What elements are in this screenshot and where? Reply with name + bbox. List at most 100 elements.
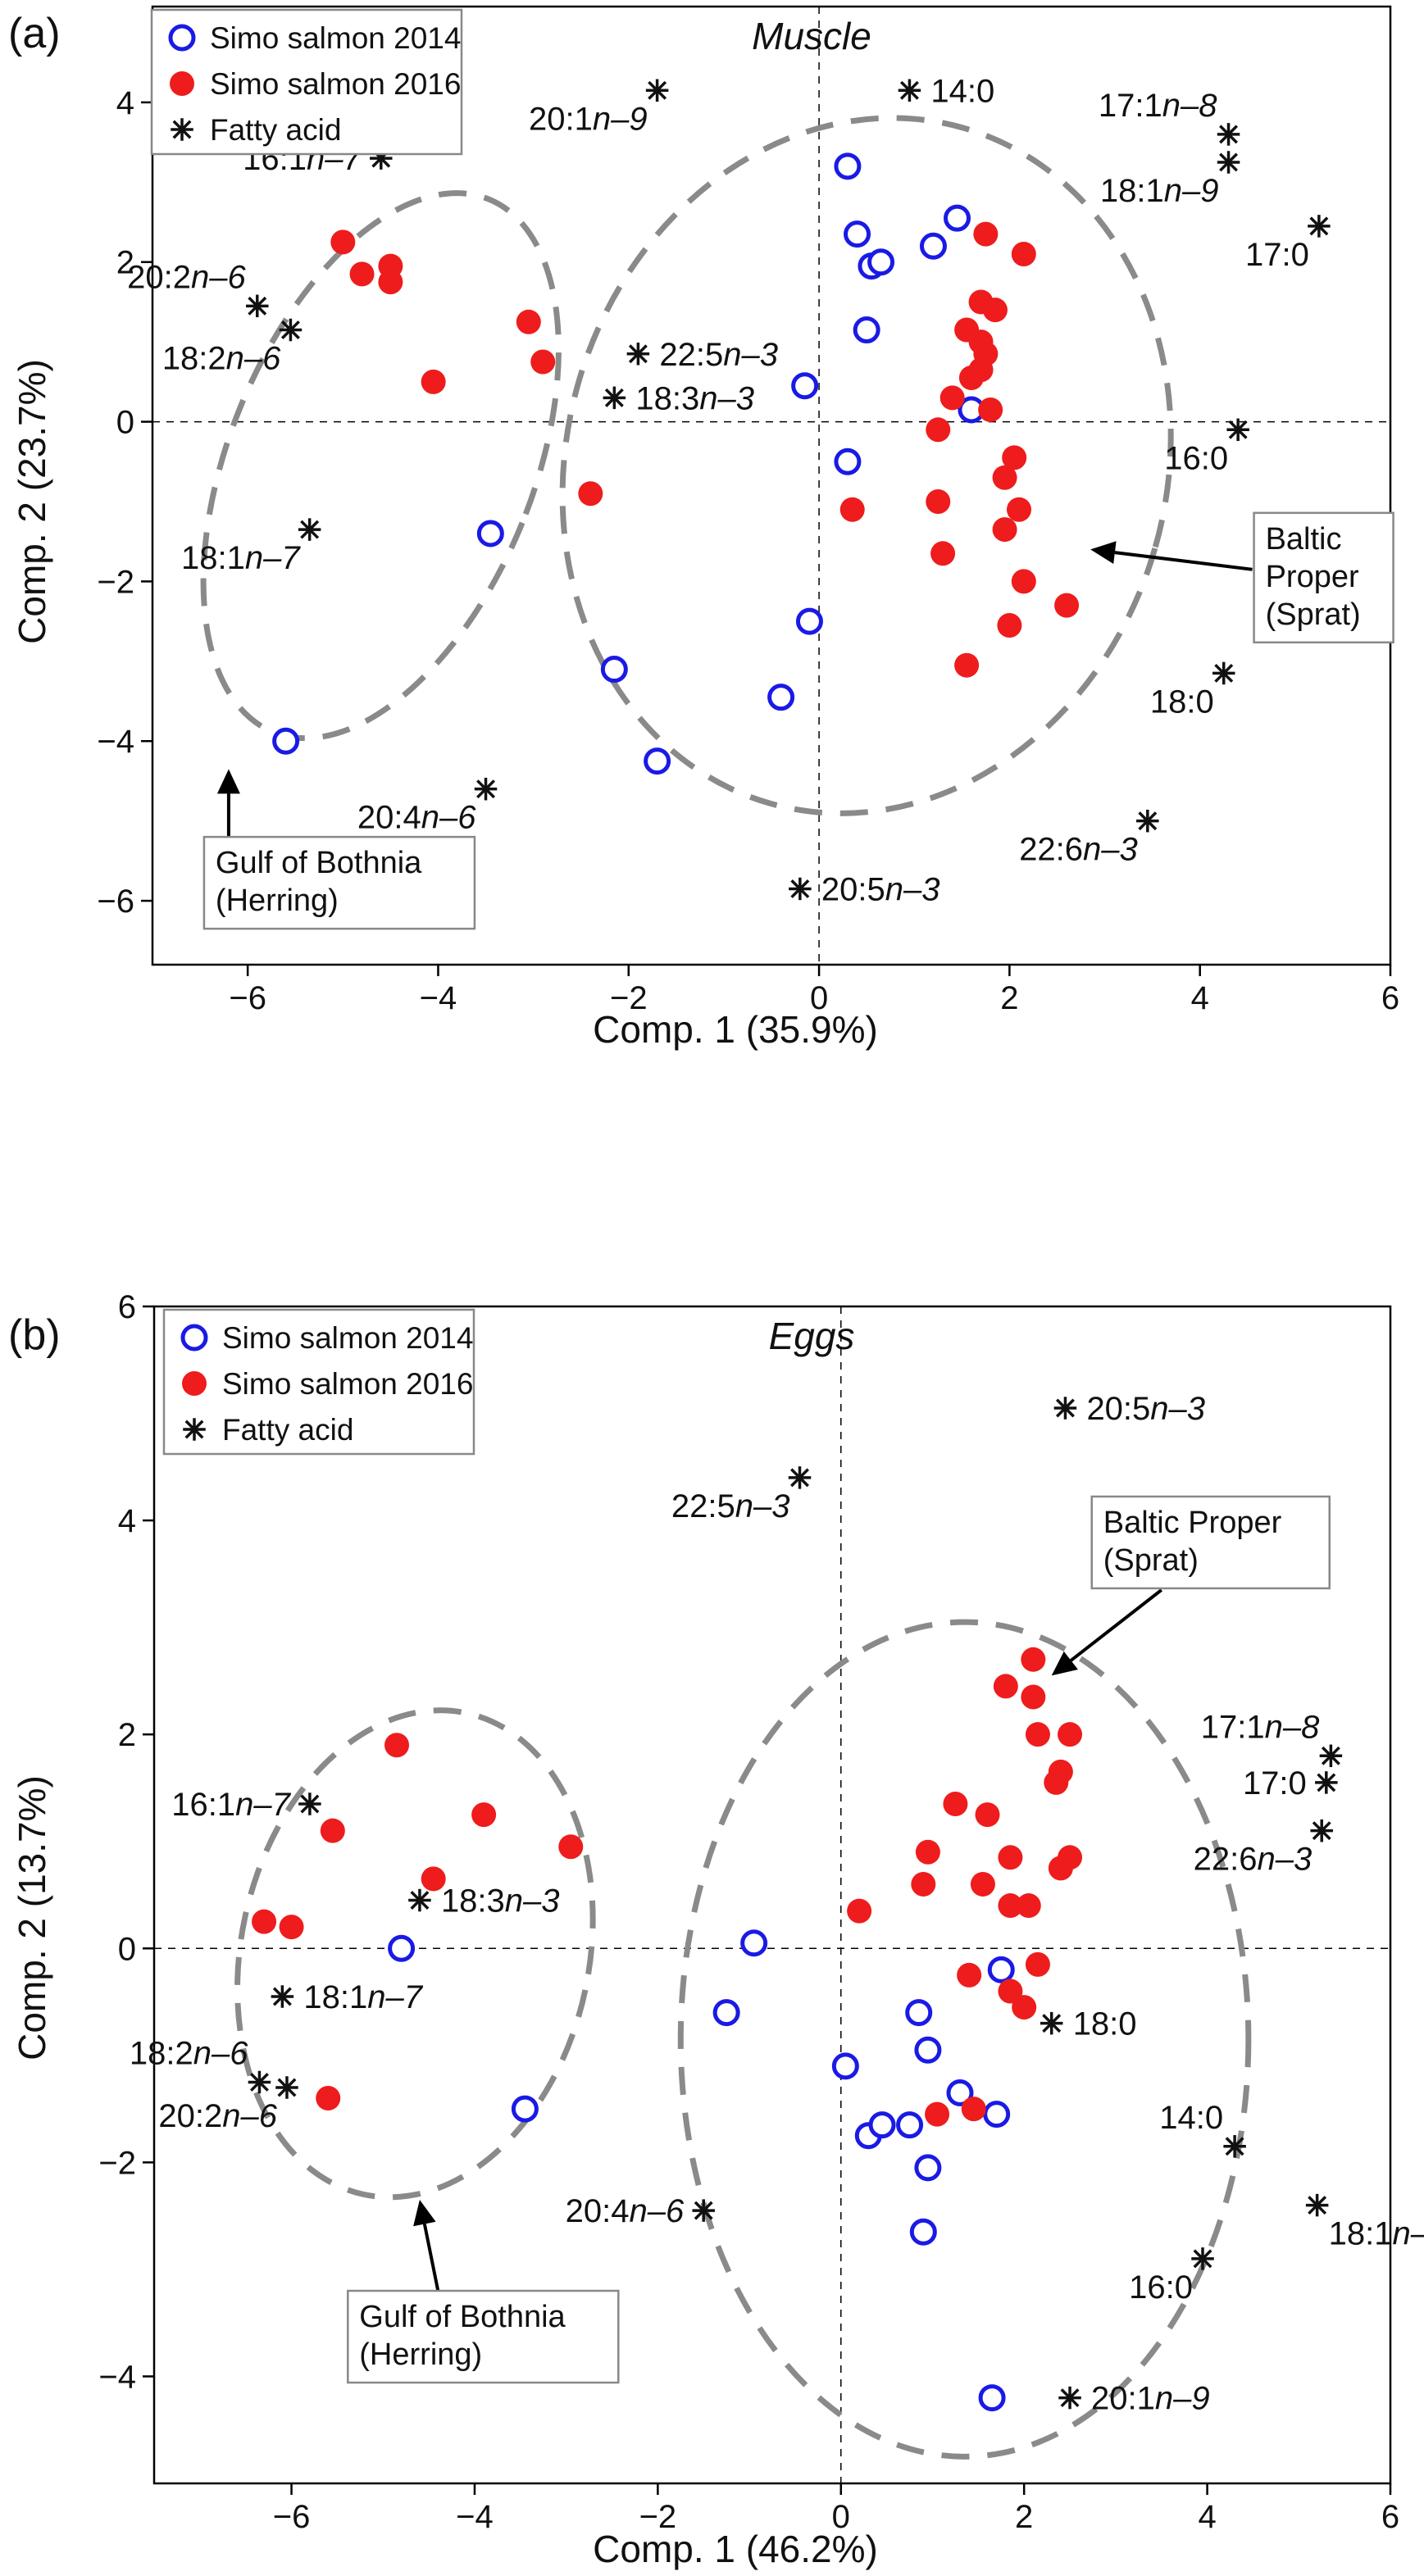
annotation-box <box>202 835 476 930</box>
x-tick-label: 4 <box>1191 980 1209 1016</box>
fatty-acid-label: 17:0 <box>1245 237 1309 273</box>
point-simo-salmon-2016 <box>1025 1951 1050 1977</box>
fatty-acid-label: 20:1n–9 <box>1091 2381 1210 2417</box>
point-simo-salmon-2014 <box>844 220 871 248</box>
point-simo-salmon-2016 <box>978 397 1003 422</box>
panel-b: (b) Eggs Comp. 1 (46.2%) Comp. 2 (13.7%)… <box>8 1289 1424 2570</box>
fatty-acid-marker <box>298 518 321 541</box>
point-simo-salmon-2016 <box>1044 1770 1069 1795</box>
point-simo-salmon-2016 <box>930 541 956 566</box>
point-simo-salmon-2014 <box>740 1929 768 1957</box>
annotation-box <box>1090 1495 1331 1590</box>
y-tick-label: −2 <box>97 564 134 600</box>
fatty-acid-label: 14:0 <box>930 73 994 109</box>
x-tick-label: 0 <box>810 980 828 1016</box>
annotation-text: (Sprat) <box>1103 1543 1199 1578</box>
legend-label-fatty-acid: Fatty acid <box>210 113 341 147</box>
fatty-acid-marker <box>1058 2386 1081 2410</box>
cluster-ellipse-1 <box>200 190 562 742</box>
fatty-acid-marker <box>246 294 269 318</box>
annotation-1: Gulf of Bothnia (Herring) <box>202 769 476 930</box>
legend-marker-fatty-acid <box>171 118 193 141</box>
plot-area-b: −6 −4 −2 0 2 4 6 −4 −2 0 2 4 6 20:5n–3 22:5n–3 17:1n–8 1… <box>98 1289 1424 2535</box>
annotation-arrowhead <box>216 769 240 794</box>
point-simo-salmon-2014 <box>905 1999 933 2027</box>
legend-b: Simo salmon 2014 Simo salmon 2016 Fatty … <box>162 1308 475 1456</box>
point-simo-salmon-2016 <box>471 1802 497 1828</box>
fatty-acid-marker <box>298 1792 321 1815</box>
fatty-acid-marker <box>1308 215 1331 238</box>
fatty-acid-label: 22:6n–3 <box>1019 832 1138 868</box>
annotation-arrowhead <box>1051 1651 1078 1676</box>
point-simo-salmon-2014 <box>853 316 880 344</box>
point-simo-salmon-2016 <box>998 1979 1023 2004</box>
y-tick-label: 4 <box>116 85 134 121</box>
point-simo-salmon-2016 <box>926 488 951 514</box>
fatty-acid-label: 18:2n–6 <box>162 341 281 377</box>
x-tick-label: −2 <box>639 2499 677 2535</box>
point-simo-salmon-2016 <box>1012 1995 1037 2020</box>
x-tick-label: 0 <box>832 2499 850 2535</box>
legend-label-fatty-acid: Fatty acid <box>222 1413 353 1447</box>
x-tick-label: 6 <box>1381 980 1399 1016</box>
point-simo-salmon-2016 <box>993 1674 1018 1699</box>
point-simo-salmon-2016 <box>926 417 951 443</box>
fatty-acid-marker <box>898 79 921 102</box>
point-simo-salmon-2016 <box>975 1802 1000 1828</box>
fatty-acid-label: 18:1n–9 <box>1100 173 1219 209</box>
y-tick-label: 4 <box>118 1503 136 1539</box>
point-simo-salmon-2016 <box>970 1871 995 1897</box>
x-tick-label: −4 <box>420 980 457 1016</box>
point-simo-salmon-2016 <box>1058 1722 1083 1747</box>
annotation-2: Baltic Proper(Sprat) <box>1051 1495 1331 1676</box>
point-simo-salmon-2014 <box>868 2111 896 2139</box>
point-simo-salmon-2016 <box>252 1909 277 1934</box>
x-tick-label: 2 <box>1015 2499 1033 2535</box>
point-simo-salmon-2016 <box>998 1845 1023 1870</box>
legend-marker-2016 <box>170 71 194 96</box>
panel-a: (a) Muscle Comp. 1 (35.9%) Comp. 2 (23.7… <box>8 5 1399 1051</box>
legend-a: Simo salmon 2014 Simo salmon 2016 Fatty … <box>150 8 463 156</box>
fatty-acid-marker <box>1305 2193 1329 2217</box>
point-simo-salmon-2014 <box>600 656 628 684</box>
fatty-acid-marker <box>603 386 626 410</box>
panel-tag-b: (b) <box>8 1311 61 1359</box>
y-tick-label: −4 <box>97 724 134 760</box>
fatty-acid-label: 16:0 <box>1164 440 1228 476</box>
annotation-arrowhead <box>1090 541 1117 565</box>
annotation-text: (Sprat) <box>1266 597 1361 632</box>
legend-marker-2014 <box>168 24 196 52</box>
plot-title-a: Muscle <box>752 15 871 57</box>
y-tick-label: 6 <box>118 1289 136 1325</box>
fatty-acid-marker <box>474 777 498 801</box>
point-simo-salmon-2016 <box>925 2101 950 2127</box>
fatty-acid-marker <box>1226 418 1249 442</box>
fatty-acid-marker <box>1053 1397 1077 1420</box>
y-tick-label: −6 <box>97 884 134 920</box>
panel-tag-a: (a) <box>8 10 61 57</box>
fatty-acid-label: 18:2n–6 <box>130 2035 248 2071</box>
annotation-arrow <box>1114 551 1253 571</box>
point-simo-salmon-2014 <box>896 2111 924 2139</box>
legend-marker-2016 <box>182 1371 207 1396</box>
fatty-acid-label: 20:1n–9 <box>529 101 648 137</box>
cluster-ellipse-2 <box>559 115 1174 816</box>
fatty-acid-label: 18:3n–3 <box>635 380 754 416</box>
fatty-acid-marker <box>271 1985 294 2008</box>
point-simo-salmon-2016 <box>578 481 603 507</box>
point-simo-salmon-2016 <box>992 517 1017 543</box>
annotation-arrow <box>1070 1588 1162 1662</box>
point-simo-salmon-2016 <box>1025 1722 1050 1747</box>
fatty-acid-marker <box>408 1888 431 1912</box>
fatty-acid-marker <box>1217 151 1240 174</box>
x-tick-label: −6 <box>273 2499 311 2535</box>
point-simo-salmon-2014 <box>946 2079 974 2107</box>
point-simo-salmon-2016 <box>998 1893 1023 1919</box>
point-simo-salmon-2016 <box>992 465 1017 490</box>
point-simo-salmon-2014 <box>978 2384 1006 2412</box>
annotation-text: Gulf of Bothnia <box>359 2300 566 2334</box>
point-simo-salmon-2016 <box>1002 445 1027 470</box>
point-simo-salmon-2016 <box>961 2097 986 2122</box>
fatty-acid-label: 18:0 <box>1073 2006 1137 2042</box>
